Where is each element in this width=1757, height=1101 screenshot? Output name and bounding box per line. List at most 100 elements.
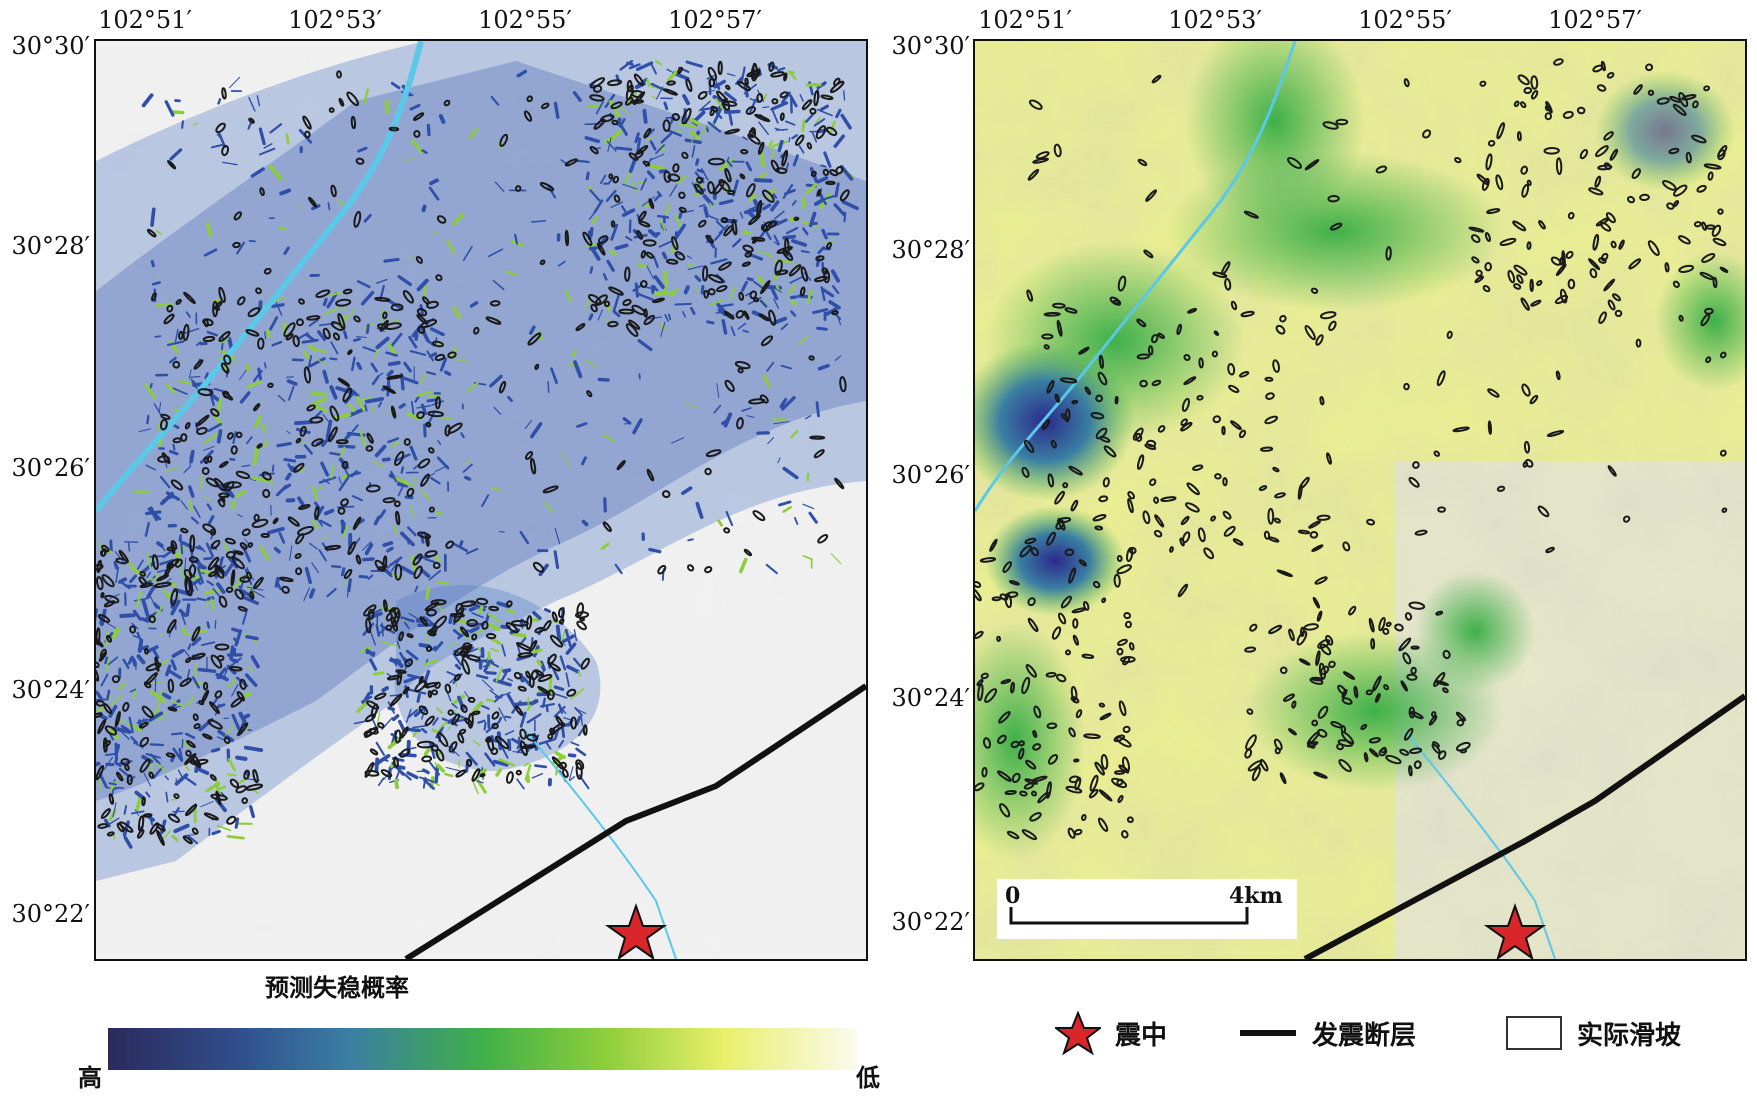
- landslide-outline: [1030, 547, 1039, 557]
- landslide-outline: [436, 215, 447, 224]
- texture-stroke: [781, 396, 796, 411]
- texture-stroke: [203, 556, 213, 561]
- landslide-outline: [707, 181, 715, 195]
- landslide-outline: [413, 565, 423, 579]
- scale-bar: 0 4km: [997, 879, 1297, 939]
- landslide-outline: [1146, 439, 1157, 448]
- landslide-outline: [403, 438, 411, 446]
- landslide-outline: [390, 405, 397, 419]
- landslide-outline: [1033, 705, 1042, 719]
- texture-stroke: [454, 663, 462, 670]
- texture-stroke: [746, 277, 754, 282]
- texture-stroke: [812, 308, 829, 315]
- texture-stroke: [383, 257, 400, 263]
- landslide-outline: [189, 759, 200, 766]
- texture-stroke: [762, 106, 770, 109]
- texture-stroke: [182, 741, 190, 749]
- landslide-outline: [1487, 139, 1496, 147]
- landslide-outline: [1118, 700, 1127, 717]
- texture-stroke: [590, 216, 599, 225]
- texture-stroke: [811, 131, 818, 143]
- landslide-outline: [1176, 323, 1183, 336]
- landslide-outline: [1259, 758, 1269, 772]
- landslide-outline: [1222, 510, 1232, 520]
- landslide-outline: [160, 413, 171, 420]
- texture-stroke: [308, 344, 316, 351]
- texture-stroke: [358, 575, 369, 579]
- texture-stroke: [163, 466, 179, 473]
- landslide-outline: [1183, 376, 1197, 386]
- landslide-outline: [1403, 727, 1414, 741]
- texture-stroke: [192, 122, 199, 126]
- y-tick-label: 30°26′: [891, 461, 970, 489]
- texture-stroke: [271, 464, 275, 472]
- texture-stroke: [231, 500, 236, 510]
- texture-stroke: [245, 635, 259, 641]
- landslide-outline: [335, 439, 349, 445]
- landslide-outline: [221, 87, 227, 100]
- landslide-outline: [816, 189, 822, 197]
- polygon-outline-icon: [1506, 1016, 1562, 1050]
- landslide-outline: [542, 619, 552, 632]
- landslide-outline: [1051, 626, 1062, 640]
- texture-stroke: [216, 429, 223, 444]
- landslide-outline: [1078, 346, 1090, 355]
- landslide-outline: [643, 314, 656, 326]
- landslide-outline: [739, 173, 746, 180]
- texture-stroke: [146, 571, 152, 579]
- landslide-outline: [667, 173, 681, 182]
- landslide-outline: [1043, 311, 1061, 317]
- texture-stroke: [345, 308, 356, 321]
- texture-stroke: [258, 127, 266, 146]
- texture-stroke: [269, 123, 283, 134]
- landslide-outline: [722, 100, 738, 107]
- landslide-outline: [643, 127, 652, 139]
- texture-stroke: [398, 403, 406, 409]
- texture-stroke: [565, 642, 577, 655]
- landslide-outline: [1054, 490, 1065, 505]
- landslide-outline: [212, 300, 219, 318]
- landslide-outline: [737, 81, 751, 92]
- texture-stroke: [329, 385, 338, 400]
- texture-stroke: [743, 83, 749, 98]
- texture-stroke: [813, 118, 826, 127]
- actual-landslide-map-right: 0 4km: [973, 39, 1747, 961]
- texture-stroke: [559, 655, 567, 671]
- landslide-outline: [1327, 194, 1340, 203]
- landslide-outline: [430, 599, 447, 606]
- texture-stroke: [410, 400, 415, 415]
- landslide-outline: [1597, 164, 1613, 171]
- landslide-outline: [1149, 478, 1157, 487]
- texture-stroke: [154, 573, 159, 584]
- texture-stroke: [408, 335, 418, 349]
- landslide-outline: [547, 733, 554, 740]
- texture-stroke: [585, 243, 600, 248]
- landslide-outline: [1408, 601, 1426, 610]
- landslide-outline: [311, 438, 324, 447]
- texture-stroke: [238, 585, 246, 596]
- texture-stroke: [214, 619, 217, 629]
- texture-stroke: [145, 464, 157, 471]
- texture-stroke: [805, 112, 815, 123]
- landslide-outline: [380, 769, 393, 778]
- landslide-outline: [402, 290, 414, 304]
- landslide-outline: [737, 367, 744, 374]
- landslide-outline: [1117, 275, 1127, 292]
- landslide-outline: [663, 88, 678, 96]
- texture-stroke: [403, 675, 418, 684]
- texture-stroke: [193, 505, 201, 518]
- texture-stroke: [726, 159, 733, 168]
- landslide-outline: [1075, 709, 1083, 719]
- texture-stroke: [160, 491, 174, 506]
- texture-stroke: [149, 743, 164, 747]
- landslide-outline: [166, 619, 177, 634]
- landslide-outline: [748, 398, 766, 405]
- landslide-outline: [1019, 790, 1028, 797]
- landslide-outline: [1047, 754, 1059, 765]
- texture-stroke: [816, 176, 829, 184]
- texture-stroke: [477, 654, 485, 659]
- texture-stroke: [211, 829, 221, 836]
- landslide-outline: [1046, 531, 1056, 546]
- landslide-outline: [1543, 146, 1560, 155]
- texture-stroke: [361, 290, 375, 306]
